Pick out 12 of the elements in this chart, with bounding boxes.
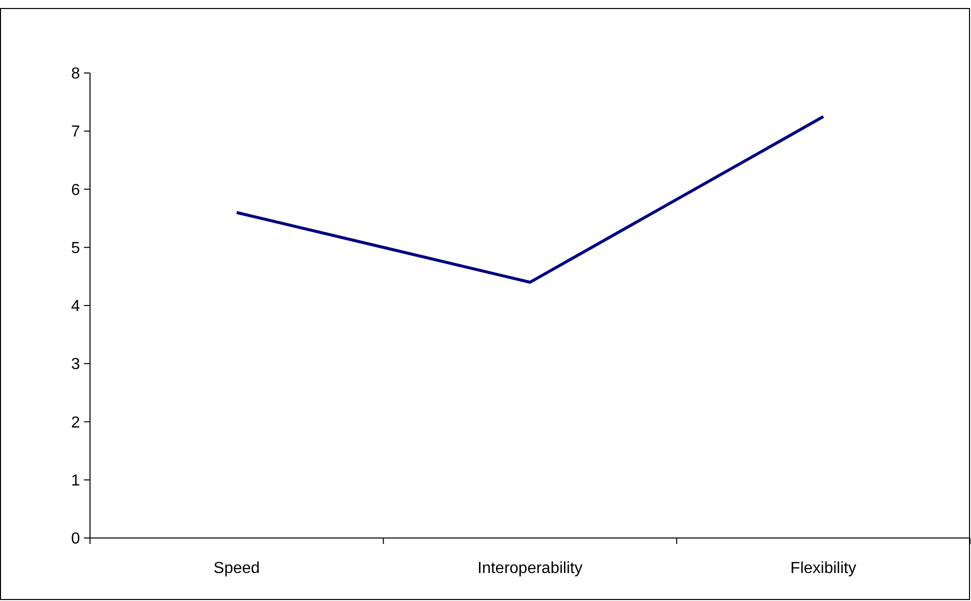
y-tick-label: 0 <box>71 530 80 548</box>
x-tick-label: Flexibility <box>790 560 856 577</box>
y-tick-label: 1 <box>71 472 80 490</box>
y-tick-label: 6 <box>71 182 80 199</box>
y-tick-label: 5 <box>71 240 80 257</box>
y-tick-label: 8 <box>71 66 80 83</box>
y-tick-label: 7 <box>71 124 80 141</box>
y-tick-label: 3 <box>71 356 80 374</box>
y-tick-label: 2 <box>71 414 80 432</box>
x-tick-label: Speed <box>214 560 260 577</box>
y-tick-label: 4 <box>71 298 80 316</box>
x-tick-label: Interoperability <box>478 560 582 577</box>
